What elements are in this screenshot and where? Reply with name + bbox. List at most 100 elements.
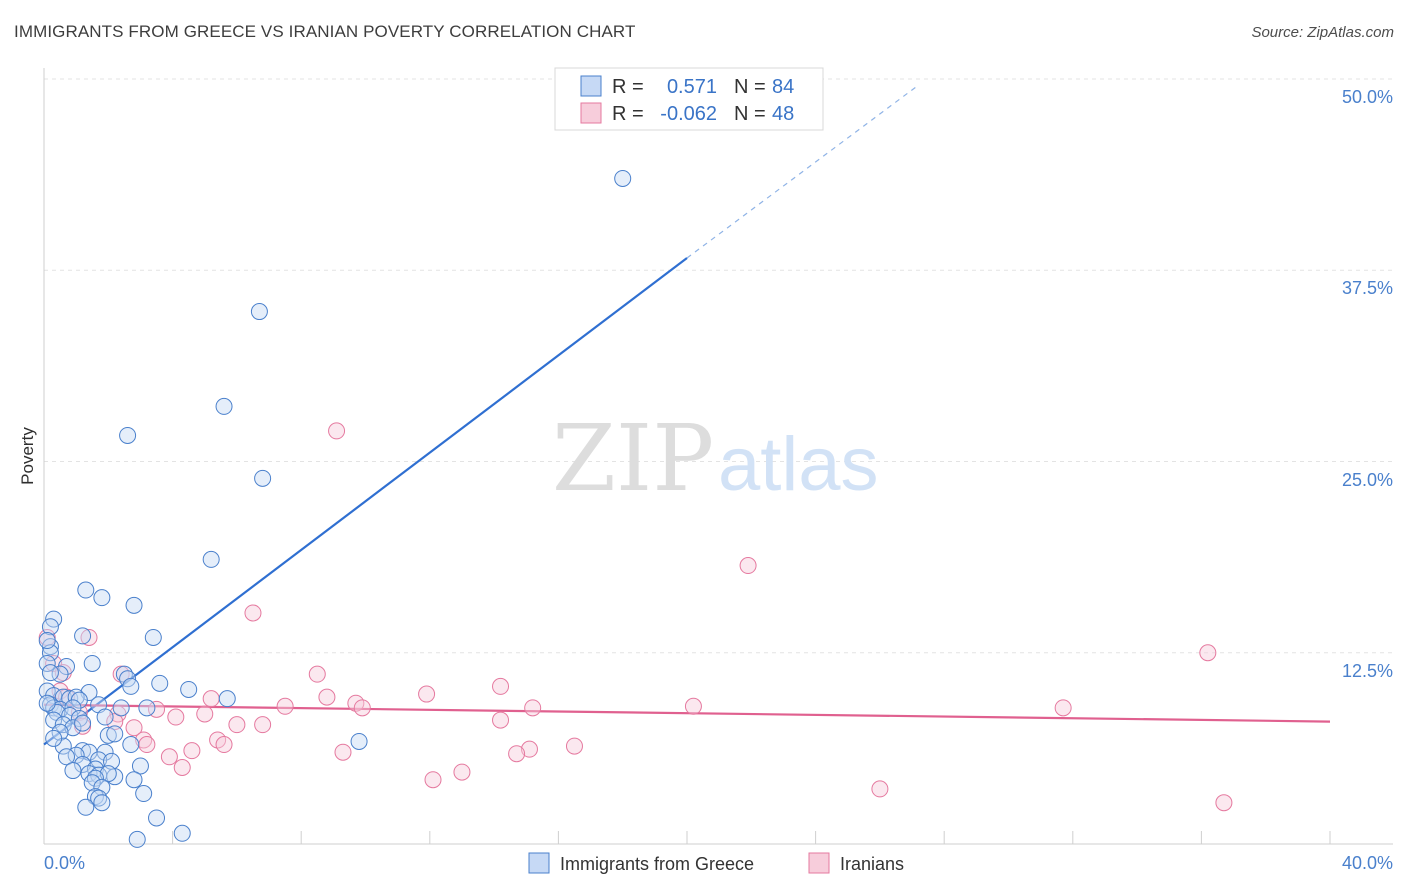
x-tick-label-min: 0.0% <box>44 853 85 873</box>
greece-point <box>215 397 233 415</box>
iranians-point <box>160 748 178 766</box>
iranians-point <box>1199 644 1217 662</box>
iranians-point <box>215 736 233 754</box>
iranians-point <box>1215 794 1233 812</box>
bottom-legend-label-greece: Immigrants from Greece <box>560 854 754 874</box>
greece-point <box>86 769 104 787</box>
bottom-legend: Immigrants from Greece Iranians <box>528 852 904 874</box>
legend-r-label-greece: R = <box>612 76 644 98</box>
greece-point <box>106 725 124 743</box>
iranians-point <box>492 711 510 729</box>
greece-point <box>119 426 137 444</box>
iranians-point <box>202 690 220 708</box>
bottom-legend-label-iranians: Iranians <box>840 854 904 874</box>
iranians-point <box>492 677 510 695</box>
iranians-point <box>276 697 294 715</box>
greece-point <box>96 708 114 726</box>
greece-point <box>41 618 59 636</box>
watermark-atlas: atlas <box>718 422 879 507</box>
greece-point <box>131 757 149 775</box>
y-tick-label: 37.5% <box>1342 278 1393 298</box>
watermark-zip: ZIP <box>552 405 714 512</box>
trend-lines <box>43 84 1331 746</box>
greece-point <box>122 677 140 695</box>
iranians-point <box>871 780 889 798</box>
x-axis <box>43 831 1393 845</box>
greece-point <box>70 710 88 728</box>
iranians-point <box>228 716 246 734</box>
chart-source: Source: ZipAtlas.com <box>1251 24 1394 41</box>
trend-line-iranians <box>43 703 1331 723</box>
legend-n-label-iranians: N = <box>734 103 766 125</box>
legend: R = 0.571 N = 84 R = -0.062 N = 48 <box>554 67 824 131</box>
iranians-point <box>508 745 526 763</box>
greece-point <box>112 699 130 717</box>
greece-point <box>99 765 117 783</box>
greece-point <box>38 694 56 712</box>
greece-point <box>125 771 143 789</box>
greece-point <box>58 748 76 766</box>
iranians-point <box>254 716 272 734</box>
iranians-point <box>418 685 436 703</box>
greece-point <box>122 736 140 754</box>
iranians-point <box>106 713 124 731</box>
iranians-point <box>167 708 185 726</box>
legend-n-label-greece: N = <box>734 76 766 98</box>
x-axis-ticks <box>43 831 1331 844</box>
legend-r-label-iranians: R = <box>612 103 644 125</box>
iranians-point <box>524 699 542 717</box>
greece-point <box>99 726 117 744</box>
iranians-point <box>308 665 326 683</box>
greece-point <box>74 714 92 732</box>
greece-point <box>93 794 111 812</box>
series-iranians-points <box>38 422 1233 812</box>
iranians-point <box>173 759 191 776</box>
trend-line-greece <box>43 257 688 746</box>
greece-point <box>151 674 169 692</box>
watermark: ZIP atlas <box>552 405 879 512</box>
greece-point <box>83 774 101 792</box>
legend-r-value-iranians: -0.062 <box>660 103 717 125</box>
iranians-point <box>80 628 98 646</box>
y-tick-labels: 12.5% 25.0% 37.5% 50.0% <box>1342 87 1393 681</box>
trend-line-greece-extension <box>686 84 919 259</box>
greece-point <box>83 654 101 672</box>
greece-point <box>614 169 632 187</box>
greece-point <box>202 550 220 568</box>
greece-point <box>74 755 92 773</box>
iranians-point <box>565 737 583 755</box>
greece-point <box>74 627 92 645</box>
greece-point <box>90 789 108 807</box>
greece-point <box>125 596 143 614</box>
greece-point <box>144 628 162 646</box>
greece-point <box>148 809 166 827</box>
greece-point <box>67 688 85 706</box>
greece-point <box>38 632 56 650</box>
legend-n-value-iranians: 48 <box>772 103 794 125</box>
iranians-point <box>196 705 214 723</box>
y-tick-label: 25.0% <box>1342 470 1393 490</box>
greece-point <box>77 581 95 599</box>
greece-point <box>180 680 198 698</box>
greece-point <box>93 589 111 607</box>
greece-point <box>64 762 82 780</box>
iranians-point <box>328 422 346 440</box>
legend-n-value-greece: 84 <box>772 76 794 98</box>
legend-swatch-greece <box>580 75 602 97</box>
greece-point <box>173 824 191 842</box>
iranians-point <box>125 719 143 737</box>
bottom-legend-swatch-greece <box>528 852 550 874</box>
greece-point <box>93 778 111 796</box>
series-greece-points <box>38 169 632 848</box>
iranians-point <box>520 740 538 758</box>
iranians-point <box>135 731 153 749</box>
greece-point <box>64 719 82 737</box>
chart-title: IMMIGRANTS FROM GREECE VS IRANIAN POVERT… <box>14 22 636 41</box>
y-tick-label: 12.5% <box>1342 661 1393 681</box>
legend-swatch-iranians <box>580 102 602 124</box>
greece-point <box>38 654 56 672</box>
iranians-point <box>318 688 336 706</box>
iranians-point <box>183 742 201 760</box>
greece-point <box>45 729 63 747</box>
